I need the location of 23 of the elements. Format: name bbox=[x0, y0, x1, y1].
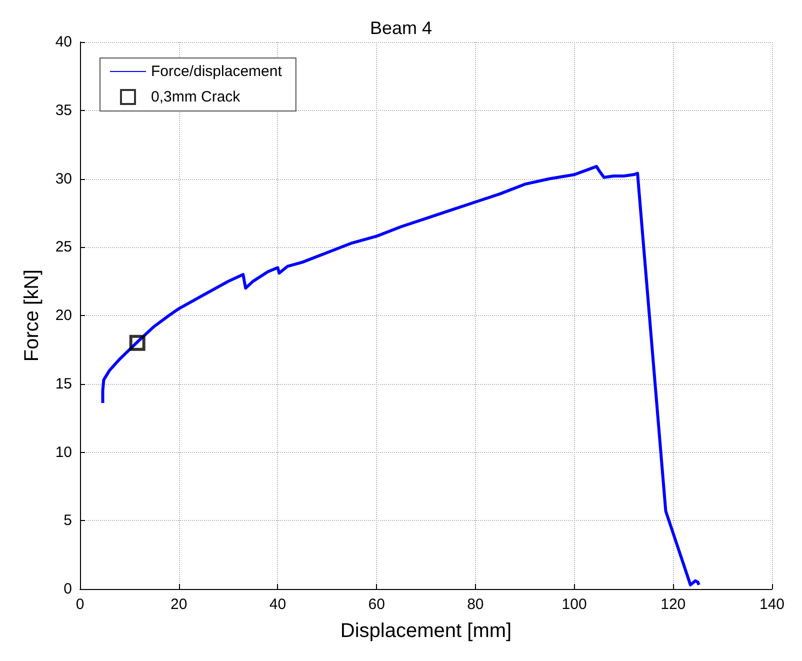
x-tick-label: 120 bbox=[660, 596, 686, 613]
y-tick-label: 15 bbox=[55, 375, 72, 392]
legend-label: 0,3mm Crack bbox=[151, 88, 241, 106]
x-tick-label: 100 bbox=[562, 596, 587, 613]
x-tick-label: 40 bbox=[269, 596, 286, 613]
y-axis-title: Force [kN] bbox=[21, 269, 43, 362]
y-tick-label: 40 bbox=[55, 34, 72, 50]
line-series bbox=[101, 164, 700, 586]
y-tick-label: 5 bbox=[64, 512, 72, 530]
x-tick-label: 60 bbox=[368, 596, 385, 613]
y-tick-label: 25 bbox=[55, 238, 72, 256]
y-tick-label: 35 bbox=[55, 102, 72, 119]
y-tick-label: 30 bbox=[55, 170, 72, 188]
legend-label: Force/displacement bbox=[151, 63, 283, 80]
chart-title: Beam 4 bbox=[370, 18, 432, 38]
x-tick-label: 80 bbox=[467, 596, 484, 613]
y-tick-label: 10 bbox=[55, 444, 72, 461]
x-tick-label: 140 bbox=[759, 596, 785, 613]
y-tick-label: 0 bbox=[64, 580, 72, 598]
x-axis-title: Displacement [mm] bbox=[340, 620, 512, 642]
x-tick-label: 20 bbox=[170, 596, 188, 613]
x-tick-label: 0 bbox=[76, 596, 84, 613]
y-tick-label: 20 bbox=[55, 307, 72, 324]
